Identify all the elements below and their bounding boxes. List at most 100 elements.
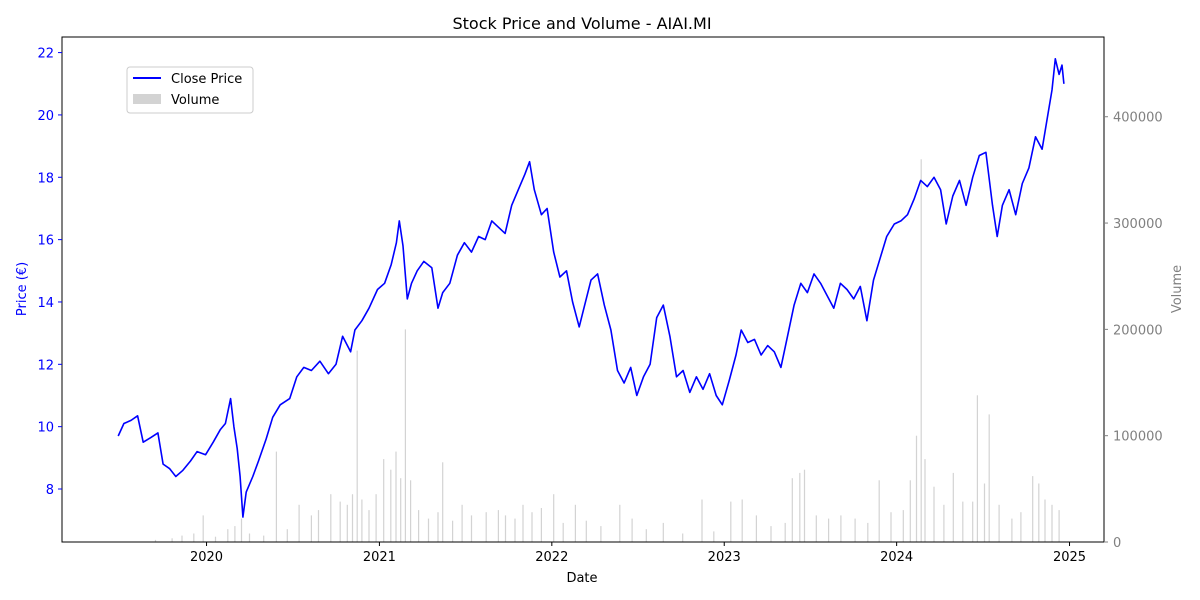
volume-bar — [902, 510, 904, 542]
volume-bar — [915, 435, 918, 542]
y-left-tick-label: 8 — [46, 483, 54, 498]
x-tick-label: 2022 — [535, 550, 568, 565]
legend: Close Price Volume — [126, 66, 254, 114]
volume-bar — [418, 510, 420, 542]
volume-bar — [943, 504, 945, 542]
volume-bar — [1020, 512, 1022, 542]
volume-bar — [713, 531, 715, 542]
y-right-tick-label: 0 — [1113, 536, 1121, 551]
price-series — [117, 58, 1065, 518]
volume-bar — [346, 504, 348, 542]
y-axis-left: 8 10 12 14 16 18 20 22 — [37, 47, 62, 498]
volume-bar — [310, 515, 312, 542]
volume-bar — [356, 350, 358, 542]
y-left-tick-label: 22 — [37, 47, 54, 62]
volume-bar — [181, 535, 183, 542]
volume-bar — [390, 469, 392, 542]
volume-bar — [909, 480, 911, 542]
volume-bar — [730, 501, 732, 542]
volume-bar — [631, 518, 633, 542]
volume-bar — [368, 510, 370, 542]
volume-bar — [504, 515, 507, 542]
volume-bar — [741, 499, 743, 542]
x-tick-label: 2023 — [708, 550, 741, 565]
volume-bar — [361, 499, 363, 542]
volume-bar — [952, 472, 954, 542]
volume-bar — [540, 508, 542, 542]
x-tick-label: 2024 — [880, 550, 913, 565]
volume-bar — [427, 518, 430, 542]
volume-bar — [1011, 518, 1013, 542]
volume-bar — [248, 533, 251, 542]
volume-bar — [442, 462, 444, 542]
volume-bar — [470, 515, 473, 542]
y-right-tick-label: 100000 — [1113, 430, 1163, 445]
volume-bar — [998, 504, 1000, 542]
volume-bar — [410, 480, 412, 542]
volume-bar — [404, 329, 406, 542]
volume-bar — [791, 478, 793, 542]
volume-bar — [383, 459, 385, 542]
y-left-tick-label: 20 — [37, 109, 54, 124]
volume-bar — [585, 520, 587, 542]
volume-bar — [171, 538, 173, 542]
x-axis: 2020 2021 2022 2023 2024 2025 — [190, 542, 1086, 565]
volume-bar — [317, 510, 320, 542]
volume-bar — [878, 480, 880, 542]
volume-bar — [214, 536, 217, 542]
volume-bar — [682, 533, 684, 542]
volume-bar — [770, 526, 772, 542]
volume-bar — [890, 512, 892, 542]
y-left-tick-label: 10 — [37, 421, 54, 436]
chart-title: Stock Price and Volume - AIAI.MI — [452, 14, 711, 33]
y-left-tick-label: 12 — [37, 358, 54, 373]
volume-bar — [375, 494, 377, 542]
volume-bar — [461, 504, 463, 542]
volume-bar — [755, 515, 757, 542]
y-axis-left-label: Price (€) — [15, 262, 30, 316]
volume-bar — [395, 451, 397, 542]
y-axis-right-label: Volume — [1170, 265, 1185, 313]
legend-label-volume: Volume — [171, 93, 219, 108]
volume-bar — [553, 494, 555, 542]
volume-bar — [976, 395, 978, 542]
volume-bar — [815, 515, 817, 542]
volume-bar — [202, 515, 204, 542]
volume-bar — [920, 159, 922, 543]
legend-bar-swatch — [133, 94, 161, 104]
volume-bar — [531, 512, 533, 542]
y-left-tick-label: 14 — [37, 296, 54, 311]
volume-bar — [485, 512, 487, 542]
volume-bar — [400, 478, 402, 542]
y-right-tick-label: 400000 — [1113, 111, 1163, 126]
y-axis-right: 0 100000 200000 300000 400000 — [1104, 111, 1163, 551]
volume-bar — [803, 469, 806, 542]
volume-bar — [784, 522, 786, 542]
volume-bar — [972, 501, 974, 542]
volume-bar — [298, 504, 300, 542]
price-line — [117, 58, 1065, 518]
volume-bar — [1032, 476, 1034, 542]
volume-bar — [701, 499, 703, 542]
volume-bar — [799, 472, 801, 542]
volume-bar — [330, 494, 332, 542]
volume-bar — [962, 501, 964, 542]
plot-frame — [61, 36, 1105, 543]
volume-bar — [452, 520, 454, 542]
volume-bar — [1051, 504, 1053, 542]
volume-bar — [1044, 499, 1046, 542]
volume-series — [154, 159, 1060, 543]
volume-bar — [227, 529, 229, 542]
volume-bar — [867, 522, 869, 542]
volume-bar — [933, 486, 935, 542]
volume-bar — [522, 504, 524, 542]
volume-bar — [240, 518, 243, 542]
volume-bar — [1038, 483, 1040, 542]
legend-label-price: Close Price — [171, 72, 242, 87]
volume-bar — [497, 510, 499, 542]
volume-bar — [988, 414, 990, 542]
x-axis-label: Date — [566, 571, 597, 586]
volume-bar — [983, 483, 986, 542]
y-left-tick-label: 16 — [37, 234, 54, 249]
